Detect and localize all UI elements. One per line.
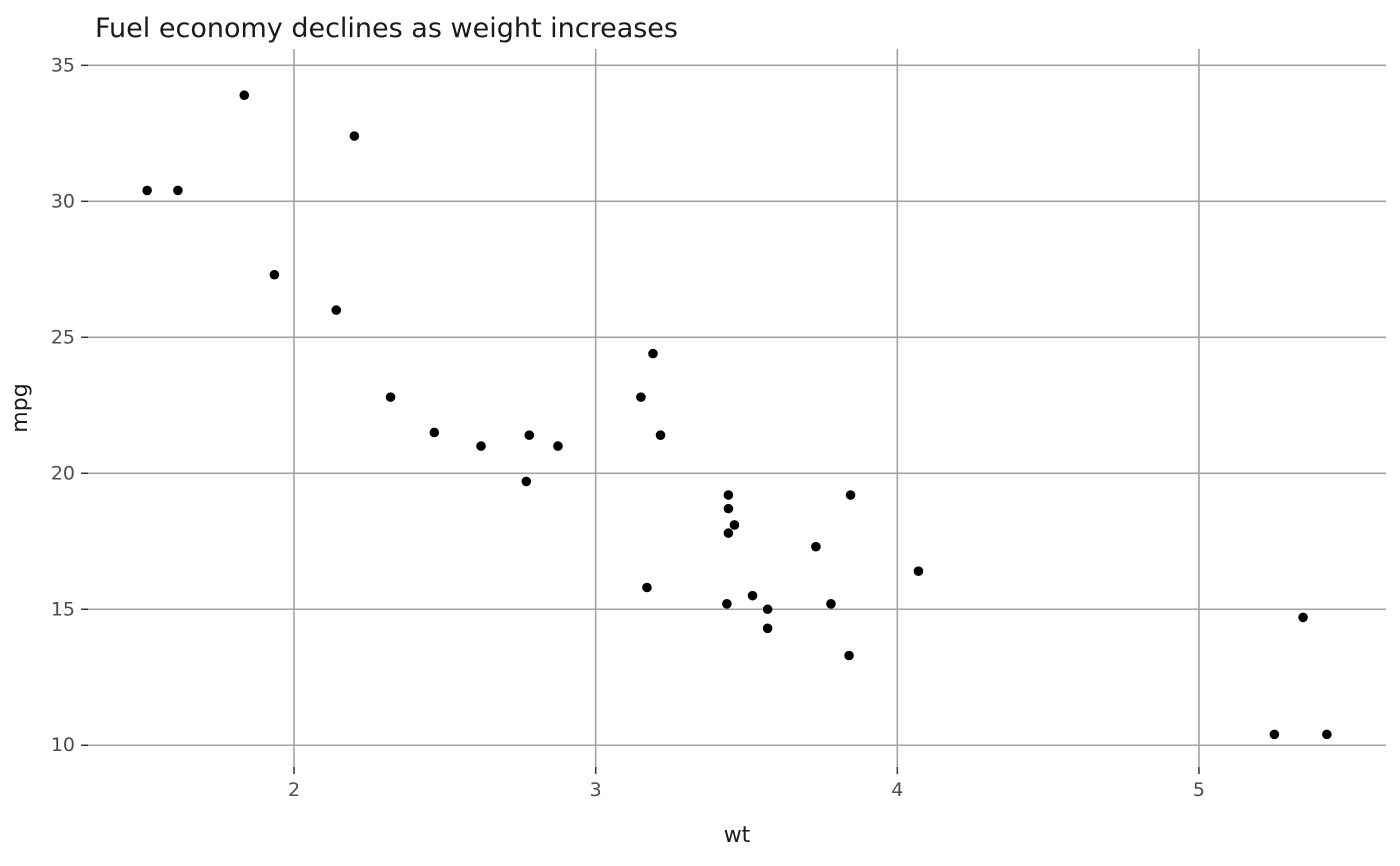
data-point xyxy=(642,582,652,593)
y-tick-label: 20 xyxy=(51,462,75,484)
y-axis-title: mpg xyxy=(8,383,33,432)
data-point xyxy=(845,490,856,500)
data-point xyxy=(1298,612,1308,623)
y-tick-label: 25 xyxy=(51,326,75,348)
data-point xyxy=(648,348,658,359)
data-point xyxy=(636,392,646,402)
data-point xyxy=(142,185,152,196)
data-point xyxy=(747,590,758,601)
data-point xyxy=(385,392,396,402)
data-point xyxy=(429,427,440,438)
data-point xyxy=(476,441,486,451)
data-point xyxy=(331,305,342,315)
data-point xyxy=(521,476,532,487)
data-point xyxy=(655,430,666,440)
chart-title: Fuel economy declines as weight increase… xyxy=(95,13,678,44)
x-tick-label: 5 xyxy=(1193,779,1205,801)
x-tick-label: 3 xyxy=(590,779,602,801)
data-point xyxy=(723,528,734,538)
data-point xyxy=(844,650,854,661)
y-tick-label: 15 xyxy=(51,598,75,620)
data-point xyxy=(269,269,280,280)
x-axis-title: wt xyxy=(724,823,751,848)
y-tick-label: 35 xyxy=(51,54,75,76)
data-point xyxy=(239,90,250,101)
data-point xyxy=(723,490,734,500)
data-point xyxy=(173,185,183,196)
data-point xyxy=(1322,729,1332,740)
axis-ticks xyxy=(81,64,1200,774)
data-point xyxy=(826,599,836,609)
data-point xyxy=(524,430,535,440)
axis-tick-labels: 2 3 4 5 10 15 20 25 30 35 xyxy=(51,54,1205,801)
data-point xyxy=(811,541,821,552)
data-point xyxy=(1269,729,1280,740)
data-point xyxy=(913,566,924,576)
data-point xyxy=(729,520,740,530)
data-point xyxy=(723,503,734,514)
data-point xyxy=(762,604,773,615)
x-tick-label: 2 xyxy=(288,779,300,801)
data-point xyxy=(762,623,773,634)
y-tick-label: 30 xyxy=(51,190,75,212)
data-point xyxy=(722,599,732,609)
gridlines xyxy=(88,49,1386,767)
x-tick-label: 4 xyxy=(891,779,903,801)
data-point xyxy=(553,441,563,451)
data-point xyxy=(349,131,360,141)
data-points xyxy=(142,90,1332,740)
y-tick-label: 10 xyxy=(51,734,75,756)
